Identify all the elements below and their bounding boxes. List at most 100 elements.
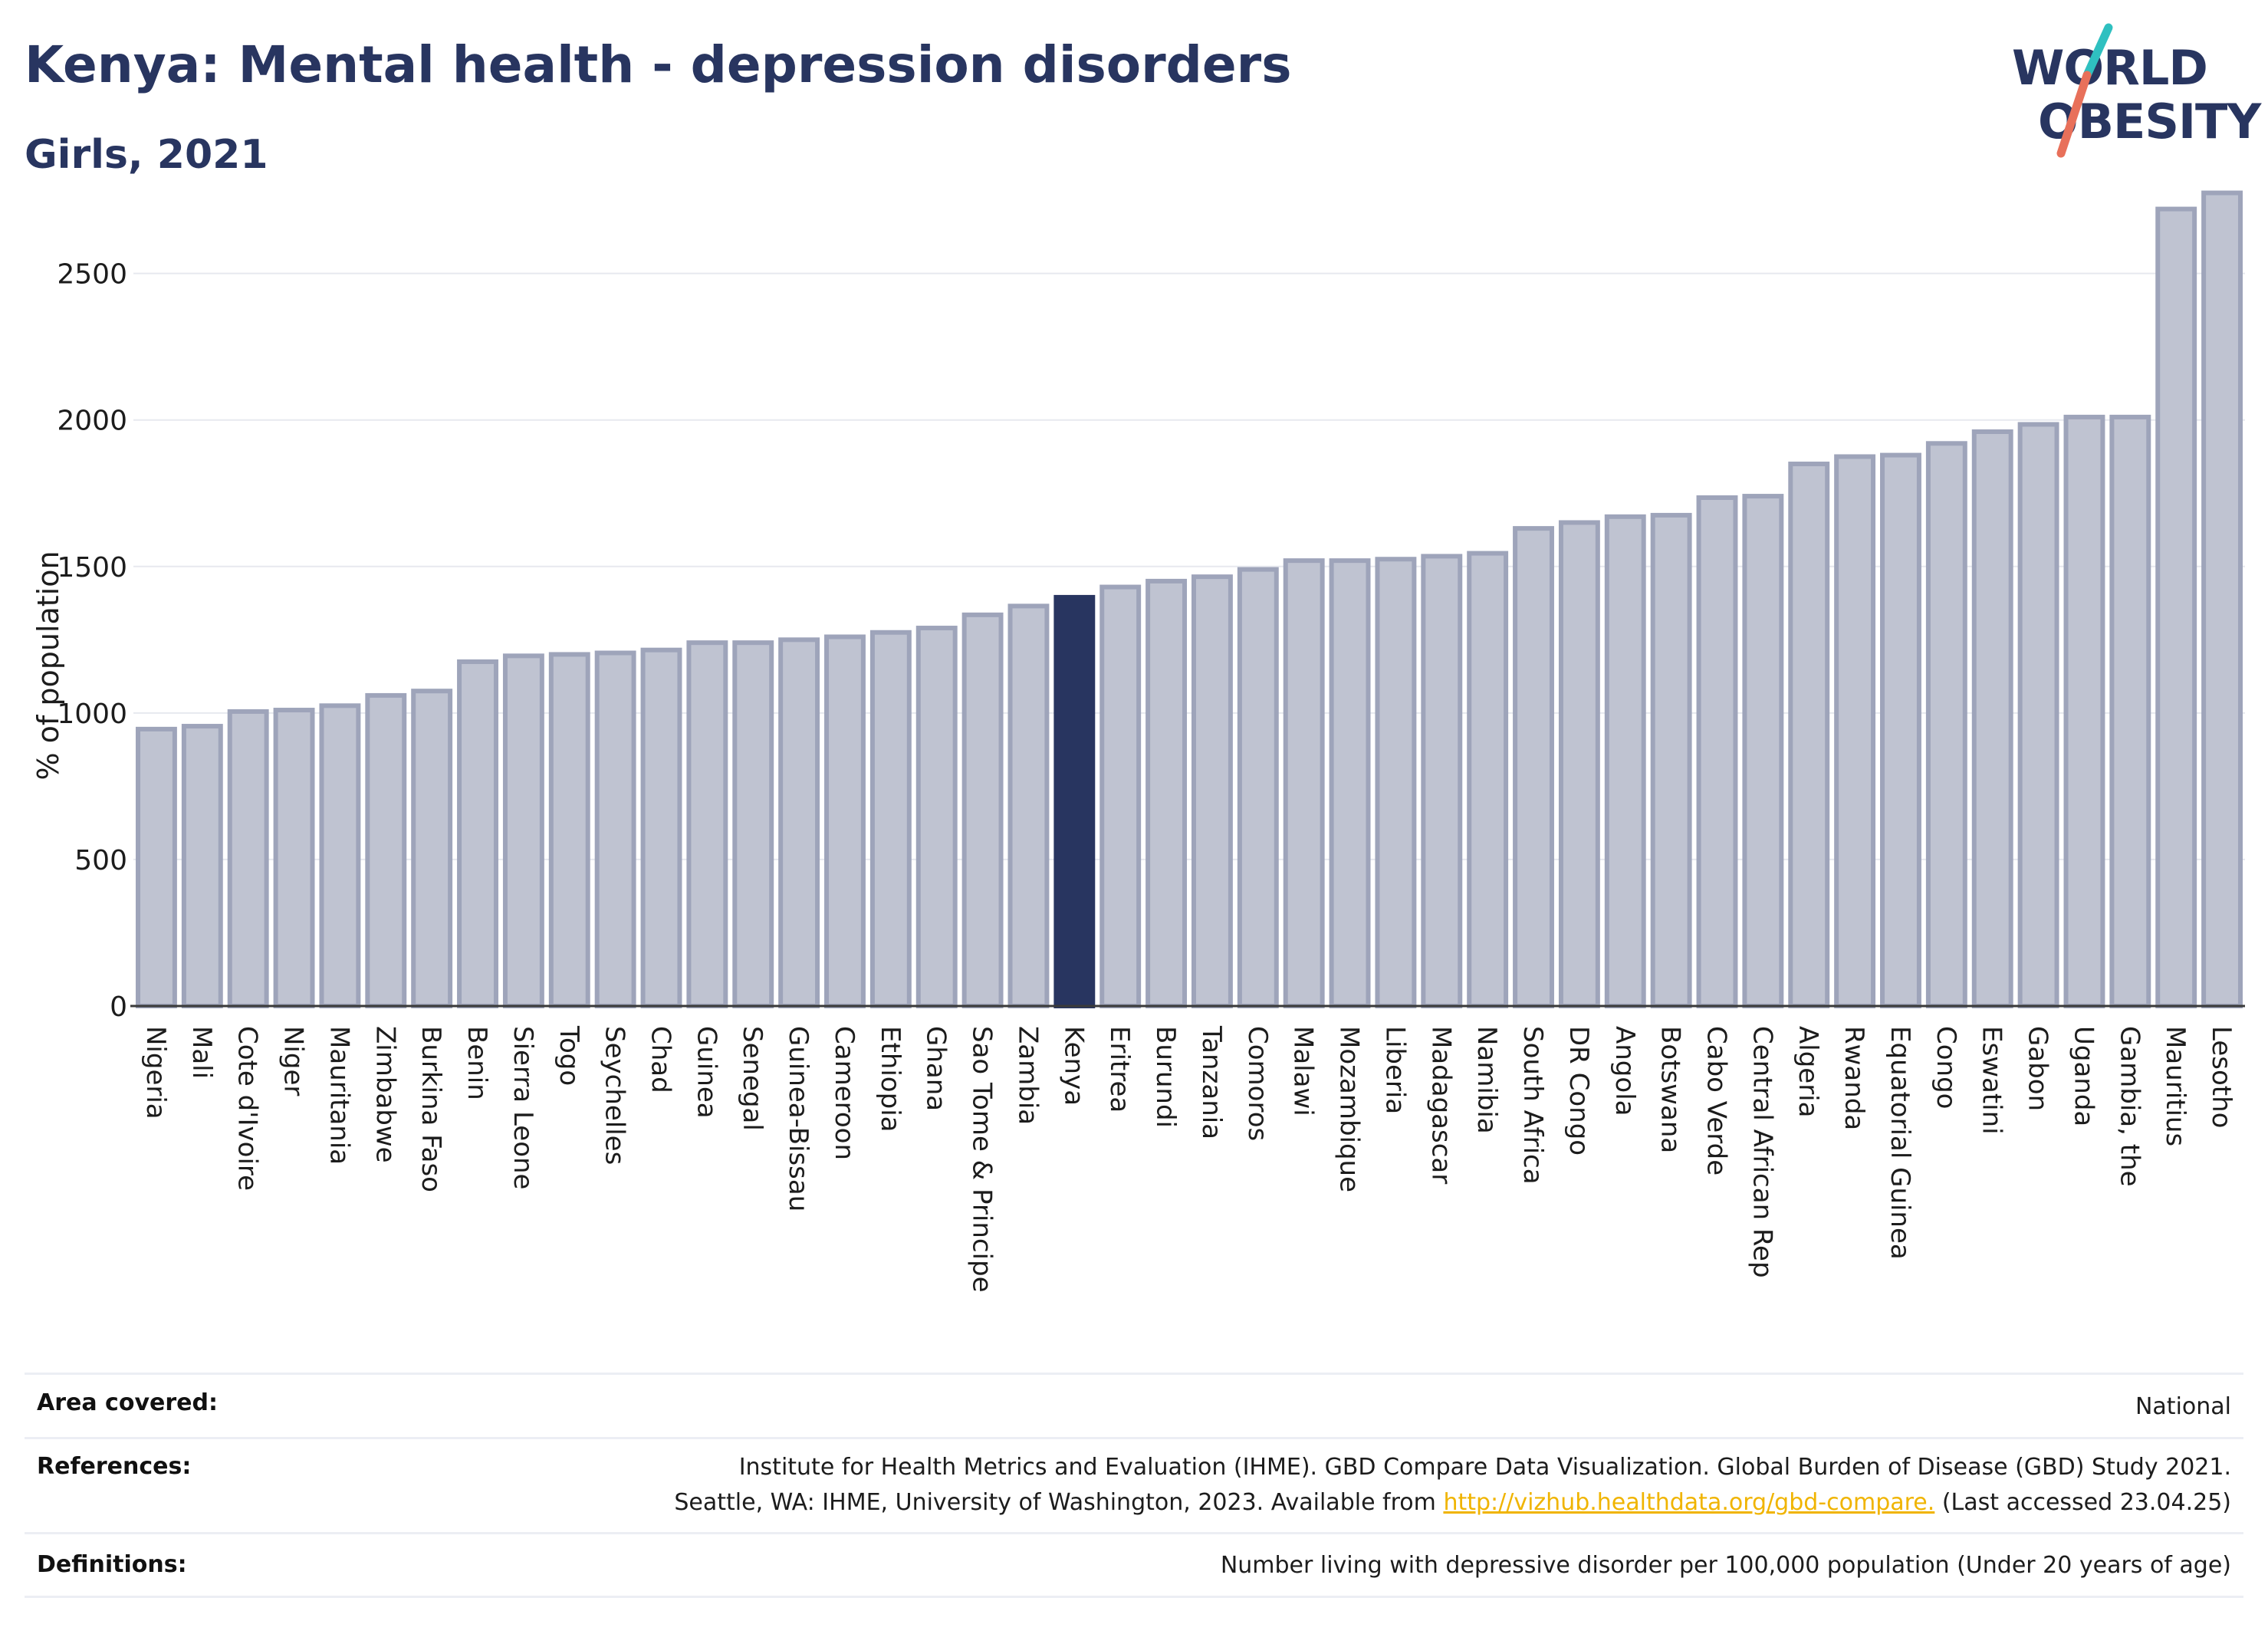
references-text: Seattle, WA: IHME, University of Washing…	[674, 1489, 1436, 1516]
x-tick-label: Zimbabwe	[370, 1026, 400, 1163]
bar-cote-d-ivoire[interactable]	[227, 709, 269, 1008]
x-tick-label: Angola	[1609, 1026, 1640, 1116]
definitions-label: Definitions:	[37, 1551, 187, 1578]
bar-ghana[interactable]	[915, 626, 958, 1008]
bar-gambia-the[interactable]	[2109, 414, 2151, 1008]
area-covered-label: Area covered:	[37, 1389, 218, 1416]
bar-algeria[interactable]	[1788, 462, 1830, 1008]
x-tick-label: DR Congo	[1563, 1026, 1594, 1156]
x-tick-label: Mali	[186, 1026, 217, 1079]
bar-zambia[interactable]	[1007, 603, 1050, 1008]
x-tick-label: Rwanda	[1839, 1026, 1869, 1130]
bar-mozambique[interactable]	[1329, 558, 1371, 1008]
bar-gabon[interactable]	[2017, 422, 2059, 1008]
bar-tanzania[interactable]	[1191, 574, 1233, 1008]
bar-equatorial-guinea[interactable]	[1880, 452, 1921, 1008]
y-tick-label: 1500	[57, 552, 127, 584]
bar-congo[interactable]	[1925, 441, 1967, 1008]
bar-mauritania[interactable]	[319, 703, 361, 1009]
x-tick-label: Cameroon	[829, 1026, 860, 1160]
x-tick-label: Seychelles	[600, 1026, 630, 1165]
x-tick-label: Liberia	[1379, 1026, 1410, 1114]
bar-rwanda[interactable]	[1834, 454, 1876, 1008]
x-tick-label: Tanzania	[1196, 1025, 1227, 1139]
x-tick-label: Comoros	[1242, 1026, 1273, 1141]
bar-seychelles[interactable]	[594, 650, 636, 1009]
chart-title: Kenya: Mental health - depression disord…	[25, 35, 1292, 94]
x-tick-label: Malawi	[1288, 1026, 1319, 1116]
bar-chad[interactable]	[640, 647, 682, 1008]
y-tick-label: 500	[74, 845, 127, 876]
bar-zimbabwe[interactable]	[365, 692, 407, 1009]
x-tick-label: Chad	[646, 1026, 676, 1093]
area-covered-value: National	[2135, 1393, 2231, 1420]
axes: 0 500 1000 1500 2000 2500	[57, 259, 2245, 1023]
references-line-2: Seattle, WA: IHME, University of Washing…	[674, 1485, 2231, 1521]
bar-dr-congo[interactable]	[1558, 520, 1600, 1008]
bar-eswatini[interactable]	[1971, 429, 2013, 1008]
bar-cabo-verde[interactable]	[1696, 495, 1738, 1008]
x-tick-label: Eritrea	[1104, 1026, 1135, 1113]
bar-liberia[interactable]	[1375, 557, 1417, 1008]
bar-guinea-bissau[interactable]	[778, 637, 820, 1008]
x-tick-label: Congo	[1931, 1026, 1961, 1109]
x-tick-label: Mauritania	[324, 1026, 354, 1165]
bar-niger[interactable]	[273, 708, 315, 1008]
bar-sierra-leone[interactable]	[502, 653, 544, 1008]
bar-central-african-rep[interactable]	[1742, 494, 1784, 1008]
bar-ethiopia[interactable]	[869, 630, 912, 1009]
x-tick-label: Equatorial Guinea	[1885, 1026, 1915, 1260]
bar-botswana[interactable]	[1650, 512, 1692, 1008]
x-tick-label: Ethiopia	[875, 1026, 906, 1132]
x-tick-label: Nigeria	[140, 1026, 171, 1119]
bar-uganda[interactable]	[2063, 414, 2105, 1008]
logo-text-world: WORLD	[2012, 40, 2208, 96]
bar-nigeria[interactable]	[135, 726, 177, 1008]
x-tick-label: Mozambique	[1334, 1026, 1365, 1192]
bar-mauritius[interactable]	[2155, 206, 2197, 1009]
x-tick-label: Togo	[554, 1025, 584, 1086]
definitions-row: Definitions: Number living with depressi…	[25, 1532, 2243, 1598]
bar-cameroon[interactable]	[824, 634, 866, 1008]
references-row: References: Institute for Health Metrics…	[25, 1437, 2243, 1532]
x-tick-label: Cabo Verde	[1701, 1026, 1732, 1175]
bar-guinea[interactable]	[686, 640, 728, 1009]
bar-madagascar[interactable]	[1421, 554, 1463, 1008]
bar-namibia[interactable]	[1467, 551, 1509, 1008]
references-line-1: Institute for Health Metrics and Evaluat…	[738, 1454, 2231, 1481]
bar-sao-tome-principe[interactable]	[961, 612, 1004, 1008]
x-tick-label: Senegal	[737, 1026, 768, 1131]
bar-lesotho[interactable]	[2201, 190, 2243, 1008]
bar-burkina-faso[interactable]	[411, 689, 453, 1008]
bar-chart: 0 500 1000 1500 2000 2500 Nigeria Mali Cote d'I…	[31, 190, 2245, 1293]
x-tick-label: Niger	[278, 1026, 309, 1096]
x-tick-label: Zambia	[1012, 1026, 1043, 1125]
bar-comoros[interactable]	[1237, 567, 1279, 1008]
y-tick-label: 2500	[57, 259, 127, 291]
x-tick-label: Uganda	[2068, 1026, 2099, 1126]
y-tick-label: 0	[110, 991, 127, 1023]
bar-malawi[interactable]	[1283, 558, 1325, 1008]
bar-kenya[interactable]	[1053, 594, 1096, 1008]
references-link[interactable]: http://vizhub.healthdata.org/gbd-compare…	[1443, 1489, 1935, 1516]
bar-angola[interactable]	[1604, 514, 1646, 1008]
x-tick-label: Lesotho	[2206, 1026, 2237, 1128]
bar-senegal[interactable]	[732, 640, 774, 1009]
references-accessed: (Last accessed 23.04.25)	[1941, 1489, 2231, 1516]
x-tick-label: Burundi	[1150, 1026, 1181, 1128]
bar-benin[interactable]	[457, 659, 498, 1008]
bars	[135, 190, 2243, 1009]
x-tick-label: Namibia	[1471, 1026, 1502, 1134]
bar-south-africa[interactable]	[1513, 526, 1554, 1008]
x-tick-label: Madagascar	[1425, 1026, 1456, 1184]
bar-mali[interactable]	[181, 724, 223, 1009]
x-tick-label: Benin	[462, 1026, 492, 1100]
x-tick-label: Gabon	[2023, 1026, 2053, 1111]
x-tick-label: Algeria	[1793, 1026, 1823, 1117]
x-tick-label: Sierra Leone	[508, 1026, 538, 1189]
x-tick-label: Mauritius	[2160, 1026, 2191, 1146]
x-tick-label: Eswatini	[1977, 1026, 2007, 1135]
bar-burundi[interactable]	[1146, 578, 1188, 1008]
bar-togo[interactable]	[548, 652, 590, 1009]
bar-eritrea[interactable]	[1099, 584, 1142, 1008]
